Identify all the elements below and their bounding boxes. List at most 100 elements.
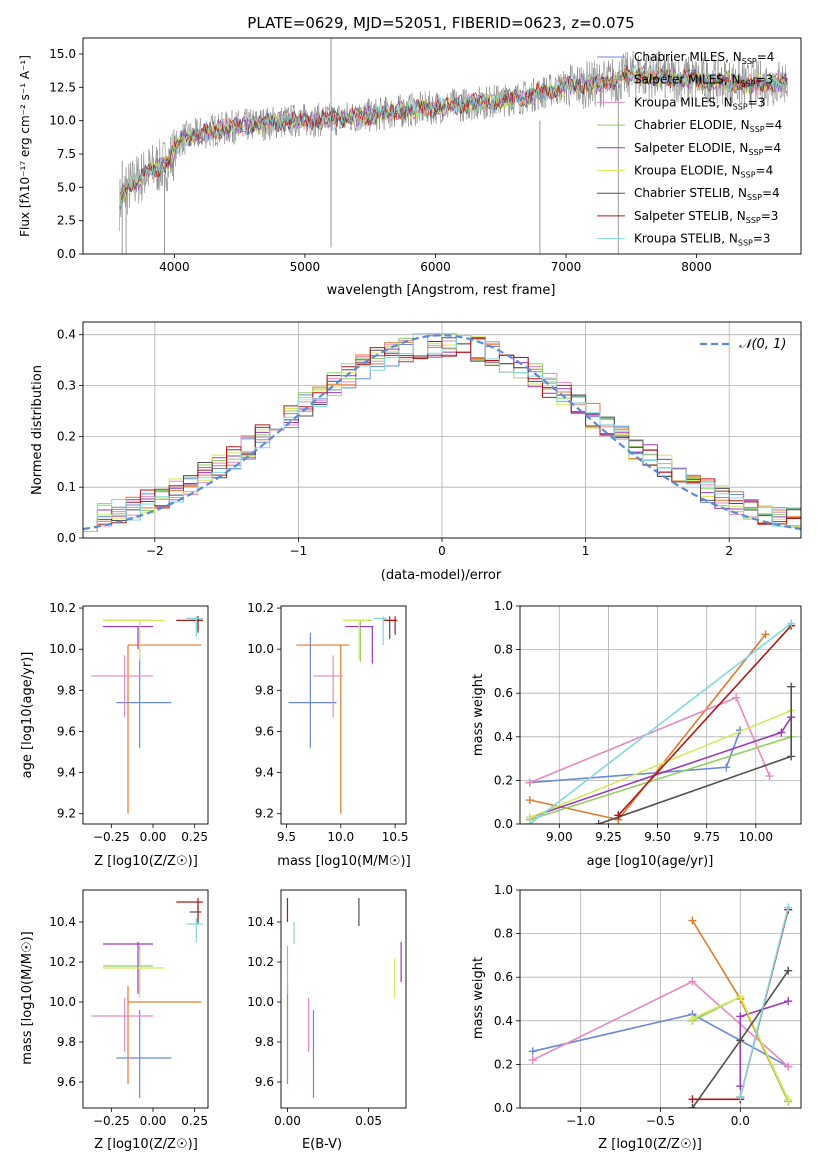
legend-subscript: SSP xyxy=(747,193,762,202)
x-tick-label: 1 xyxy=(582,544,590,558)
weight-line-7 xyxy=(617,625,792,816)
residual-histogram-panel: −2 −1 0 1 2 0.0 0.1 0.2 0.3 0.4 𝒩(0, 1) xyxy=(57,321,802,558)
x-tick-label: −0.25 xyxy=(93,830,130,844)
y-tick-label: 10.0 xyxy=(247,642,274,656)
plot-area xyxy=(520,606,801,824)
histogram-series-8 xyxy=(83,333,801,538)
spectrum-x-label: wavelength [Angstrom, rest frame] xyxy=(327,283,556,298)
y-tick-label: 0.4 xyxy=(57,328,76,342)
y-tick-label: 0.2 xyxy=(494,1057,513,1071)
y-tick-label: 10.4 xyxy=(49,915,76,929)
y-tick-label: 10.0 xyxy=(49,114,76,128)
plot-area xyxy=(91,898,203,1098)
legend-label-normal: 𝒩(0, 1) xyxy=(739,337,786,352)
axes-frame xyxy=(519,605,802,825)
mw-z-x-label: Z [log10(Z/Z☉)] xyxy=(598,1137,702,1152)
y-tick-label: 0.6 xyxy=(494,970,513,984)
x-tick-label: 9.5 xyxy=(277,830,296,844)
y-tick-label: 5.0 xyxy=(57,180,76,194)
y-tick-label: 10.0 xyxy=(247,995,274,1009)
y-tick-label: 0.0 xyxy=(57,531,76,545)
weight-marker-6-1 xyxy=(736,1036,745,1045)
y-tick-label: 9.8 xyxy=(255,683,274,697)
age-z-y-label: age [log10(age/yr)] xyxy=(20,652,35,779)
weight-marker-2-1 xyxy=(688,977,697,986)
legend-label-1: Salpeter MILES, NSSP=3 xyxy=(634,73,773,89)
x-tick-label: 0.25 xyxy=(181,1114,208,1128)
x-tick-label: −1.0 xyxy=(566,1114,595,1128)
plot-area xyxy=(83,322,801,538)
weight-marker-2-2 xyxy=(784,1062,793,1071)
weight-line-3 xyxy=(529,736,792,821)
y-tick-label: 7.5 xyxy=(57,147,76,161)
legend-value: =4 xyxy=(756,164,774,178)
weight-marker-2-0 xyxy=(528,1056,537,1065)
spectrum-y-label: Flux [fλ10⁻¹⁷ erg cm⁻² s⁻¹ A⁻¹] xyxy=(18,55,32,237)
weight-marker-6-2 xyxy=(784,966,793,975)
x-tick-label: 0 xyxy=(438,544,446,558)
x-tick-label: 0.00 xyxy=(274,1114,301,1128)
x-tick-label: 0.0 xyxy=(731,1114,750,1128)
legend-value: =4 xyxy=(763,141,781,155)
age-vs-mass-panel: 9.5 10.0 10.5 9.2 9.4 9.6 9.8 10.0 10.2 xyxy=(247,601,408,844)
y-tick-label: 1.0 xyxy=(494,599,513,613)
plot-area xyxy=(119,38,788,254)
y-tick-label: 10.2 xyxy=(247,601,274,615)
mass-ebv-x-label: E(B-V) xyxy=(302,1137,342,1152)
y-tick-label: 0.1 xyxy=(57,480,76,494)
spectrum-panel: 4000 5000 6000 7000 8000 0.0 2.5 5.0 7.5 10.0 12.5… xyxy=(49,37,802,274)
y-tick-label: 0.4 xyxy=(494,730,513,744)
weight-marker-4-2 xyxy=(784,997,793,1006)
weight-marker-5-0 xyxy=(688,1014,697,1023)
weight-marker-6-1 xyxy=(787,752,796,761)
legend-value: =3 xyxy=(753,232,771,246)
plot-area xyxy=(286,898,402,1098)
x-tick-label: −1 xyxy=(290,544,308,558)
age-vs-metallicity-panel: −0.25 0.00 0.25 9.2 9.4 9.6 9.8 10.0 10.2 xyxy=(49,601,209,844)
weight-marker-4-1 xyxy=(736,1012,745,1021)
y-tick-label: 10.0 xyxy=(49,995,76,1009)
y-tick-label: 0.4 xyxy=(494,1014,513,1028)
age-mass-x-label: mass [log10(M/M☉)] xyxy=(277,854,410,869)
legend-label-0: Chabrier MILES, NSSP=4 xyxy=(634,50,774,66)
mass-z-x-label: Z [log10(Z/Z☉)] xyxy=(94,1137,198,1152)
y-tick-label: 0.8 xyxy=(494,927,513,941)
x-tick-label: 9.75 xyxy=(693,830,720,844)
legend-value: =3 xyxy=(748,95,766,109)
mw-age-x-label: age [log10(age/yr)] xyxy=(587,854,714,869)
y-tick-label: 9.8 xyxy=(57,683,76,697)
weight-marker-1-0 xyxy=(525,796,534,805)
axes-frame xyxy=(280,605,407,825)
y-tick-label: 15.0 xyxy=(49,47,76,61)
weight-line-2 xyxy=(529,696,771,784)
x-tick-label: 9.50 xyxy=(644,830,671,844)
legend-value: =4 xyxy=(762,186,780,200)
plot-area xyxy=(91,616,203,814)
weight-line-1 xyxy=(529,633,767,821)
model-spectrum-8 xyxy=(119,65,788,214)
legend-subscript: SSP xyxy=(750,125,765,134)
legend-subscript: SSP xyxy=(742,57,757,66)
y-tick-label: 10.2 xyxy=(247,955,274,969)
x-tick-label: 10.00 xyxy=(739,830,773,844)
y-tick-label: 0.3 xyxy=(57,379,76,393)
y-tick-label: 10.4 xyxy=(247,915,274,929)
weight-marker-1-2 xyxy=(761,630,770,639)
axes-frame xyxy=(82,605,209,825)
x-tick-label: 0.05 xyxy=(355,1114,382,1128)
x-tick-label: 7000 xyxy=(551,260,582,274)
axes-frame xyxy=(82,321,802,539)
mw-age-y-label: mass weight xyxy=(471,674,486,756)
y-tick-label: 9.4 xyxy=(57,766,76,780)
plot-area xyxy=(288,616,398,814)
legend-value: =4 xyxy=(765,118,783,132)
legend-label-4: Salpeter ELODIE, NSSP=4 xyxy=(634,141,781,157)
plot-area xyxy=(520,890,801,1108)
weight-line-6 xyxy=(598,686,792,824)
mw-z-y-label: mass weight xyxy=(471,957,486,1039)
y-tick-label: 9.4 xyxy=(255,766,274,780)
legend-label-3: Chabrier ELODIE, NSSP=4 xyxy=(634,118,782,134)
y-tick-label: 12.5 xyxy=(49,80,76,94)
x-tick-label: 10.0 xyxy=(327,830,354,844)
histogram-x-label: (data-model)/error xyxy=(381,568,502,583)
